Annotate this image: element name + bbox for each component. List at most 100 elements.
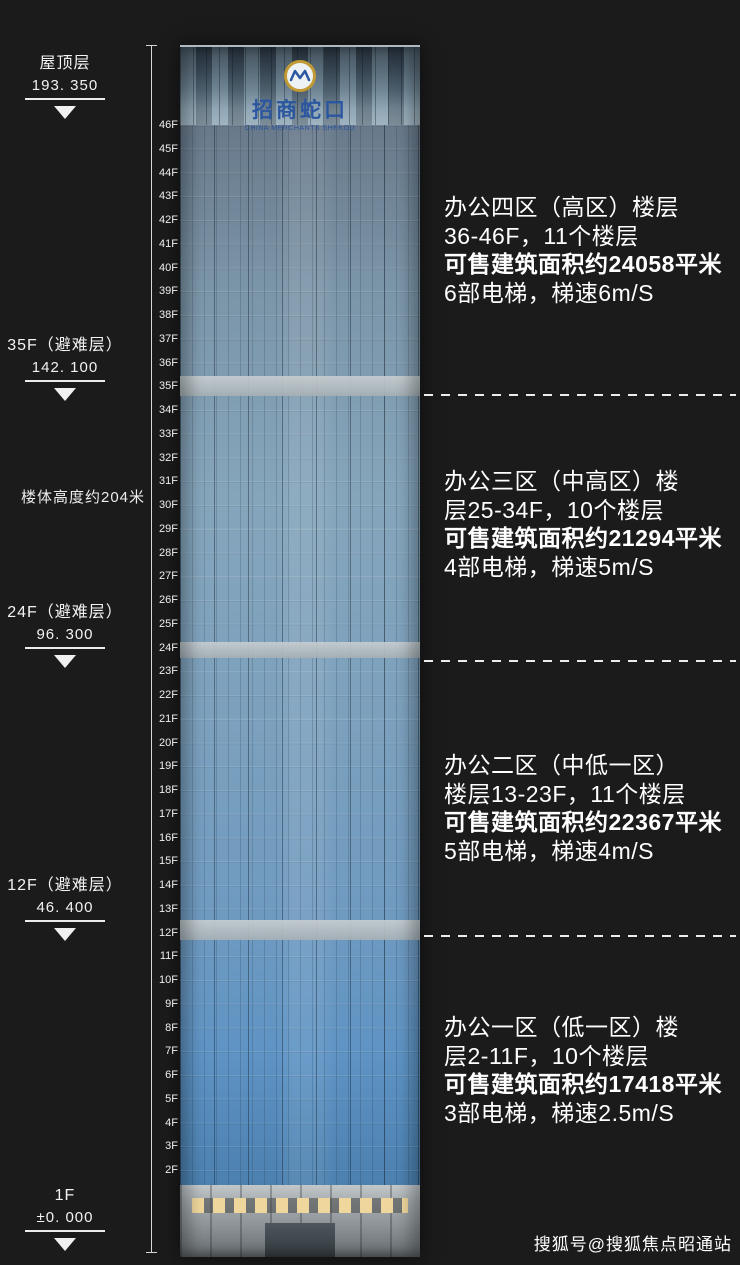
marker-underline: [25, 380, 105, 382]
floor-label: 5F: [165, 1092, 178, 1105]
marker-underline: [25, 1230, 105, 1232]
marker-floor-label: 35F（避难层）: [7, 337, 123, 354]
zone-area: 可售建筑面积约24058平米: [444, 251, 722, 277]
marker-elevation-value: 142. 100: [31, 359, 99, 376]
floor-label: 21F: [159, 712, 178, 725]
marker-underline: [25, 98, 105, 100]
elevation-marker: 35F（避难层） 142. 100: [2, 336, 128, 401]
floor-label: 12F: [159, 926, 178, 939]
zone-info-block: 办公二区（中低一区） 楼层13-23F，11个楼层 可售建筑面积约22367平米 5部…: [444, 751, 738, 865]
building-height-note: 楼体高度约204米: [21, 489, 146, 506]
floor-label: 43F: [159, 190, 178, 203]
floor-label: 29F: [159, 522, 178, 535]
cmsk-logo-icon: [284, 60, 316, 92]
down-arrow-icon: [54, 106, 76, 119]
floor-label: 7F: [165, 1045, 178, 1058]
marker-floor-label: 24F（避难层）: [7, 604, 123, 621]
floor-label: 25F: [159, 617, 178, 630]
floor-label: 9F: [165, 997, 178, 1010]
floor-label: 14F: [159, 879, 178, 891]
marker-elevation-value: 46. 400: [36, 899, 94, 916]
zone-title-line2: 层25-34F，10个楼层: [444, 496, 664, 523]
floor-label: 24F: [159, 641, 178, 654]
floor-label: 31F: [159, 475, 178, 488]
floor-label: 41F: [159, 237, 178, 250]
floor-label: 23F: [159, 665, 178, 678]
logo-text: 招商蛇口: [252, 99, 348, 122]
zone-elevators: 6部电梯，梯速6m/S: [444, 279, 654, 306]
zone-title-line2: 36-46F，11个楼层: [444, 222, 639, 249]
down-arrow-icon: [54, 388, 76, 401]
down-arrow-icon: [54, 1238, 76, 1251]
zone-area: 可售建筑面积约21294平米: [444, 525, 722, 551]
floor-label: 4F: [165, 1116, 178, 1129]
marker-floor-label: 12F（避难层）: [7, 877, 123, 894]
floor-label: 16F: [159, 831, 178, 844]
floor-label: 11F: [159, 950, 178, 963]
floor-label: 17F: [159, 807, 178, 820]
entrance-lights: [192, 1198, 408, 1213]
floor-label: 38F: [159, 309, 178, 321]
floor-label: 40F: [159, 261, 178, 274]
floor-label: 35F: [159, 380, 178, 393]
refuge-floor-band-12f: [180, 920, 420, 940]
floor-label: 19F: [159, 760, 178, 773]
floor-label: 30F: [159, 499, 178, 511]
floor-label: 28F: [159, 546, 178, 559]
floor-label: 15F: [159, 855, 178, 868]
marker-underline: [25, 920, 105, 922]
logo-subtext: CHINA MERCHANTS SHEKOU: [244, 125, 356, 132]
tower-podium: [180, 1185, 420, 1257]
floor-label: 6F: [165, 1069, 178, 1081]
floor-label: 37F: [159, 332, 178, 345]
floor-label: 18F: [159, 784, 178, 796]
floor-label: 32F: [159, 451, 178, 464]
refuge-floor-band-35f: [180, 376, 420, 396]
marker-underline: [25, 647, 105, 649]
floor-label: 39F: [159, 285, 178, 298]
zone-info-block: 办公三区（中高区）楼 层25-34F，10个楼层 可售建筑面积约21294平米 4部电…: [444, 467, 738, 581]
dimension-line: [146, 45, 157, 1253]
entrance-door: [265, 1223, 335, 1257]
elevation-marker: 屋顶层 193. 350: [2, 54, 128, 119]
floor-label: 42F: [159, 214, 178, 226]
floor-label: 20F: [159, 736, 178, 749]
floor-label: 22F: [159, 689, 178, 701]
zone-info-block: 办公一区（低一区）楼 层2-11F，10个楼层 可售建筑面积约17418平米 3部电梯…: [444, 1013, 738, 1127]
tower-render: 招商蛇口 CHINA MERCHANTS SHEKOU: [180, 45, 420, 1257]
elevation-marker: 24F（避难层） 96. 300: [2, 603, 128, 668]
zone-elevators: 5部电梯，梯速4m/S: [444, 837, 654, 864]
floor-label: 45F: [159, 142, 178, 155]
floor-label: 10F: [159, 974, 178, 986]
tower-crown: 招商蛇口 CHINA MERCHANTS SHEKOU: [180, 47, 420, 132]
floor-label: 2F: [165, 1164, 178, 1176]
zone-title-line1: 办公四区（高区）楼层: [444, 194, 679, 220]
zone-title-line1: 办公三区（中高区）楼: [444, 468, 679, 494]
zone-title-line2: 楼层13-23F，11个楼层: [444, 780, 686, 807]
floor-label: 26F: [159, 594, 178, 606]
zone-title-line2: 层2-11F，10个楼层: [444, 1042, 649, 1069]
tower-facade: [180, 125, 420, 1185]
marker-floor-label: 1F: [54, 1187, 76, 1204]
zone-area: 可售建筑面积约17418平米: [444, 1071, 722, 1097]
zone-divider-dashed-line: [424, 394, 736, 396]
zone-area: 可售建筑面积约22367平米: [444, 809, 722, 835]
developer-logo: 招商蛇口 CHINA MERCHANTS SHEKOU: [180, 59, 420, 132]
marker-floor-label: 屋顶层: [39, 55, 91, 72]
floor-label: 27F: [159, 570, 178, 583]
down-arrow-icon: [54, 655, 76, 668]
refuge-floor-band-24f: [180, 642, 420, 658]
elevation-marker: 1F ±0. 000: [2, 1186, 128, 1251]
zone-divider-dashed-line: [424, 660, 736, 662]
zone-info-block: 办公四区（高区）楼层 36-46F，11个楼层 可售建筑面积约24058平米 6部电梯…: [444, 193, 738, 307]
down-arrow-icon: [54, 928, 76, 941]
floor-label: 8F: [165, 1021, 178, 1034]
floor-label: 3F: [165, 1140, 178, 1153]
floor-label: 33F: [159, 427, 178, 440]
zone-title-line1: 办公一区（低一区）楼: [444, 1014, 679, 1040]
floor-label: 36F: [159, 356, 178, 369]
floor-label: 13F: [159, 902, 178, 915]
floor-label: 44F: [159, 166, 178, 179]
elevation-marker: 12F（避难层） 46. 400: [2, 876, 128, 941]
